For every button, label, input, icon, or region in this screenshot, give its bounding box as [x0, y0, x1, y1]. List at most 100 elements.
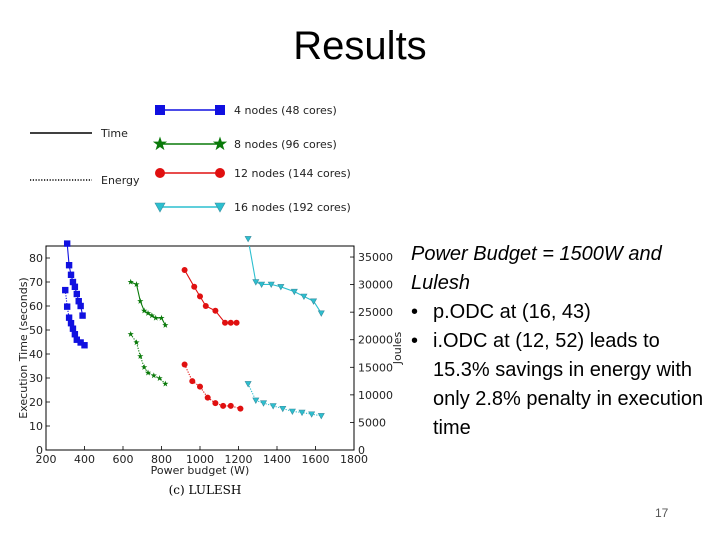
bullet-item: • p.ODC at (16, 43): [411, 298, 716, 327]
y-tick-label: 70: [29, 276, 43, 289]
data-point-square: [67, 271, 75, 278]
x-tick-label: 1200: [225, 453, 253, 466]
x-tick-label: 800: [151, 453, 172, 466]
x-tick-label: 1000: [186, 453, 214, 466]
data-point-triangle: [300, 293, 308, 301]
data-point-star: [148, 312, 155, 319]
data-point-square: [77, 339, 84, 346]
data-point-circle: [181, 267, 188, 273]
series-energy-line: [247, 383, 322, 417]
data-point-circle: [181, 361, 188, 368]
data-point-square: [81, 342, 88, 349]
notes-heading-line2: Lulesh: [411, 272, 470, 294]
data-point-circle: [222, 319, 229, 326]
data-point-circle: [227, 402, 234, 409]
y-tick-label: 30: [29, 372, 43, 385]
data-point-square: [73, 290, 80, 298]
data-point-triangle: [277, 284, 285, 291]
y2-axis-label: Joules: [391, 331, 404, 365]
data-point-triangle: [290, 288, 298, 296]
data-point-circle: [202, 303, 209, 309]
data-point-triangle: [244, 381, 252, 388]
legend-time-label: Time: [100, 127, 128, 140]
data-point-square: [65, 262, 73, 269]
bullet-item: • i.ODC at (12, 52) leads to 15.3% savin…: [411, 327, 716, 443]
y-tick-label: 40: [29, 348, 43, 361]
data-point-star: [137, 353, 144, 359]
y-tick-label: 50: [29, 324, 43, 337]
notes-panel: Power Budget = 1500W and Lulesh • p.ODC …: [411, 240, 716, 443]
data-point-triangle: [317, 310, 325, 317]
data-point-star: [156, 375, 163, 381]
legend-series-square-icon: [215, 105, 225, 115]
data-point-star: [133, 339, 140, 346]
data-point-square: [79, 312, 86, 319]
data-point-square: [75, 298, 82, 305]
data-point-star: [150, 372, 157, 379]
data-point-square: [63, 303, 71, 310]
data-point-star: [127, 278, 134, 285]
data-point-star: [158, 314, 165, 321]
data-point-circle: [191, 283, 198, 290]
data-point-circle: [237, 405, 244, 412]
data-point-square: [69, 325, 77, 332]
bullet-dot-icon: •: [411, 330, 419, 352]
data-point-circle: [220, 402, 227, 409]
legend-series-triangle-icon: [154, 202, 166, 213]
data-point-triangle: [310, 298, 318, 305]
data-point-square: [67, 319, 75, 327]
data-point-star: [152, 314, 159, 321]
y-tick-label: 10: [29, 420, 43, 433]
data-point-triangle: [260, 400, 268, 407]
legend-series-square-icon: [155, 105, 165, 115]
data-point-circle: [204, 394, 211, 401]
x-tick-label: 600: [113, 453, 134, 466]
data-point-star: [141, 307, 148, 314]
y2-tick-label: 0: [358, 444, 365, 457]
data-point-square: [63, 240, 71, 247]
y-tick-label: 20: [29, 396, 43, 409]
data-point-triangle: [252, 397, 260, 404]
legend-series-label: 8 nodes (96 cores): [234, 138, 337, 151]
y2-tick-label: 25000: [358, 306, 393, 319]
data-point-circle: [227, 319, 234, 326]
slide-title: Results: [293, 24, 427, 68]
data-point-star: [141, 364, 148, 370]
data-point-star: [133, 281, 140, 288]
x-tick-label: 1800: [340, 453, 368, 466]
data-point-star: [127, 330, 134, 337]
data-point-triangle: [267, 281, 275, 289]
chart-caption: (c) LULESH: [169, 483, 242, 497]
x-axis-label: Power budget (W): [151, 464, 250, 477]
legend-series-label: 4 nodes (48 cores): [234, 104, 337, 117]
y-tick-label: 80: [29, 252, 43, 265]
legend-series-star-icon: [152, 136, 168, 151]
legend-series-triangle-icon: [214, 202, 226, 213]
legend-energy-label: Energy: [101, 174, 140, 187]
y2-tick-label: 20000: [358, 334, 393, 347]
legend-series-star-icon: [212, 136, 228, 151]
data-point-star: [162, 321, 169, 328]
data-point-triangle: [308, 411, 316, 418]
data-point-star: [144, 309, 152, 316]
data-point-circle: [189, 378, 196, 385]
y2-tick-label: 30000: [358, 279, 393, 292]
data-point-square: [69, 278, 77, 286]
data-point-star: [137, 297, 144, 304]
data-point-triangle: [298, 409, 306, 417]
bullet-text: p.ODC at (16, 43): [433, 301, 591, 323]
bullet-dot-icon: •: [411, 301, 419, 323]
y-tick-label: 60: [29, 300, 43, 313]
x-tick-label: 1600: [302, 453, 330, 466]
data-point-triangle: [317, 413, 325, 420]
data-point-circle: [212, 400, 219, 407]
y-tick-label: 0: [36, 444, 43, 457]
y2-tick-label: 35000: [358, 251, 393, 264]
notes-heading-line1: Power Budget = 1500W and: [411, 243, 662, 265]
legend-series-label: 16 nodes (192 cores): [234, 201, 351, 214]
data-point-square: [73, 336, 80, 343]
data-point-circle: [197, 293, 203, 300]
data-point-square: [71, 283, 79, 290]
x-tick-label: 200: [36, 453, 57, 466]
